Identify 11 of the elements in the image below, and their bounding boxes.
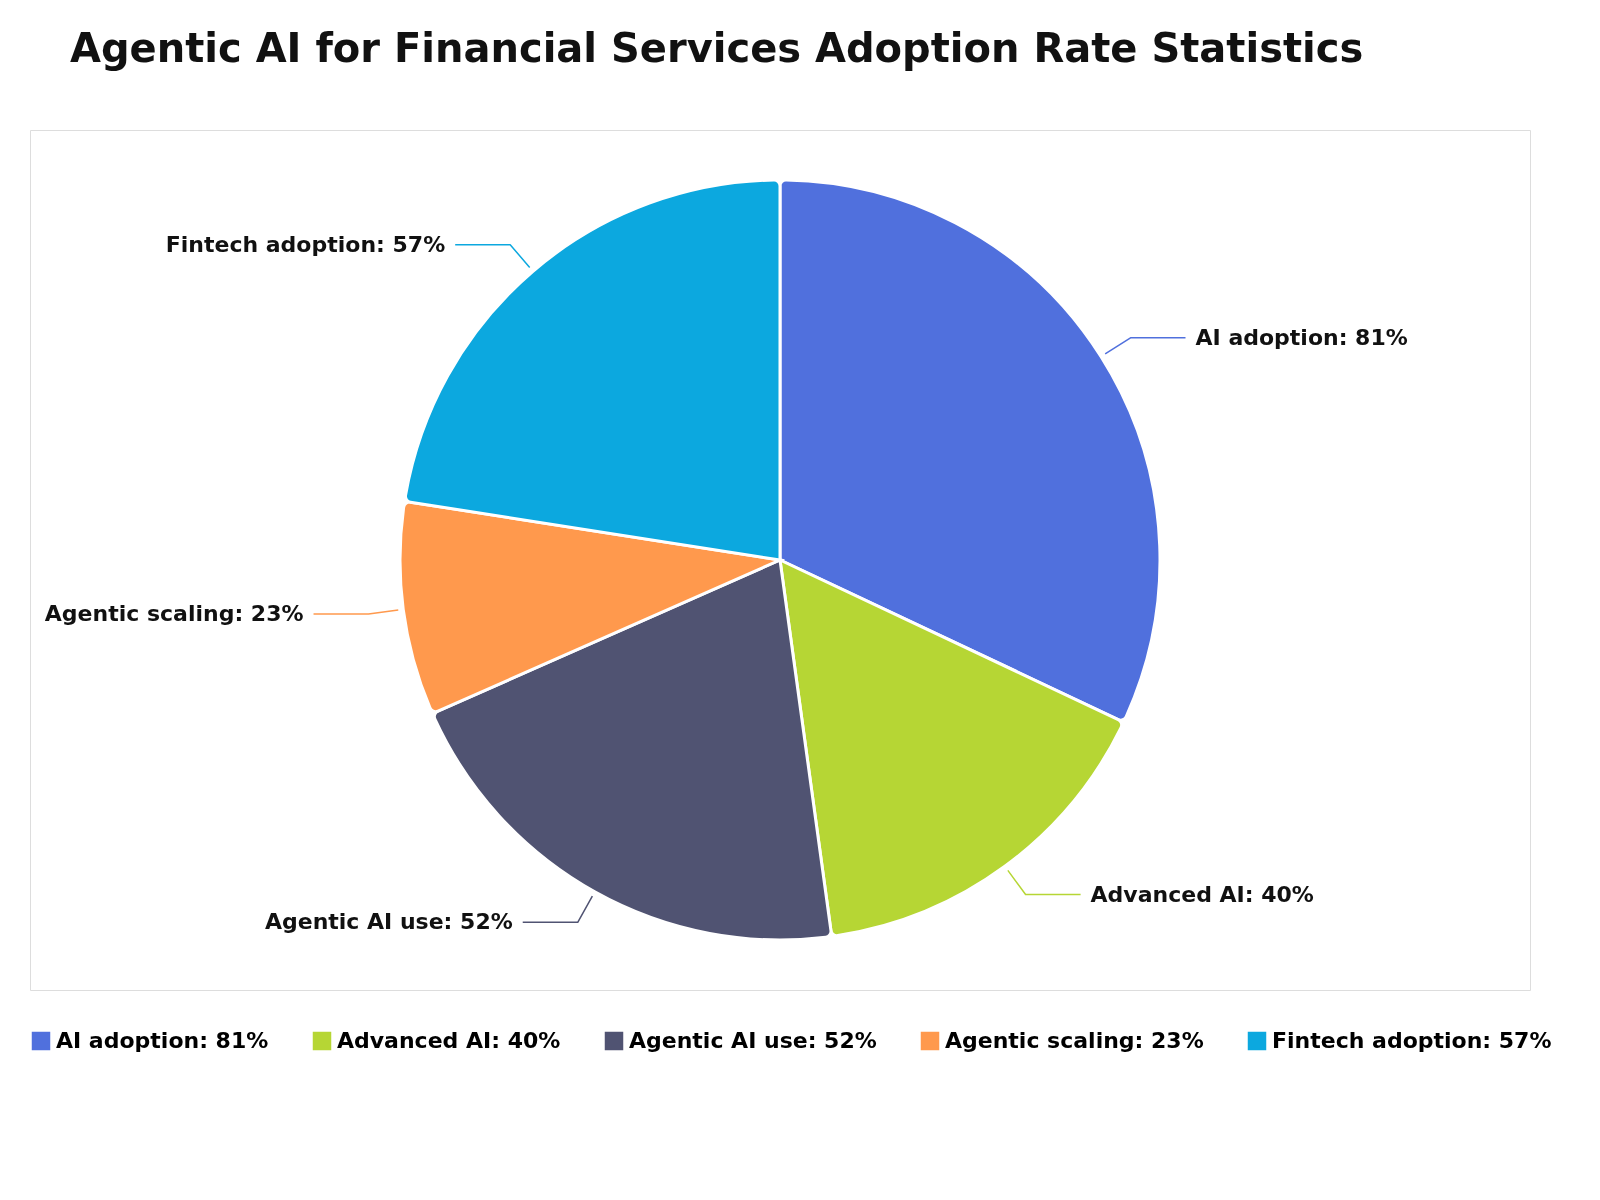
slice-label: Agentic AI use: 52% [264,909,513,935]
slice-label: AI adoption: 81% [1195,324,1408,350]
legend-label: AI adoption: 81% [56,1028,269,1053]
legend-label: Advanced AI: 40% [337,1028,561,1053]
slice-label: Agentic scaling: 23% [44,600,304,626]
chart-title: Agentic AI for Financial Services Adoption Rate Statistics [70,25,1364,71]
legend-label: Agentic AI use: 52% [629,1028,877,1053]
legend-label: Fintech adoption: 57% [1272,1028,1552,1053]
slice-label: Advanced AI: 40% [1090,881,1314,907]
legend-label: Agentic scaling: 23% [945,1028,1204,1053]
slice-label: Fintech adoption: 57% [165,231,446,257]
